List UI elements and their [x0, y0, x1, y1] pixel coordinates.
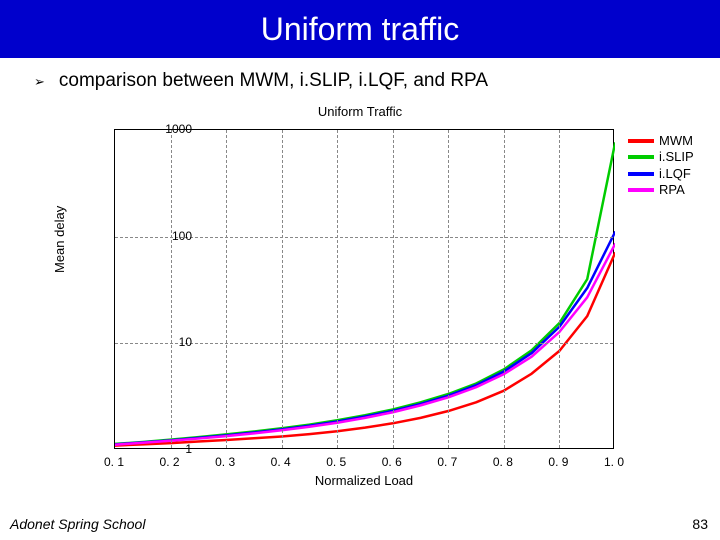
- x-tick-label: 0. 6: [382, 455, 402, 469]
- plot-area: [114, 129, 614, 449]
- y-tick-label: 1: [148, 442, 192, 456]
- chart: Mean delay Normalized Load MWMi.SLIPi.LQ…: [58, 123, 698, 483]
- bullet-text: comparison between MWM, i.SLIP, i.LQF, a…: [59, 70, 488, 92]
- series-line: [115, 143, 615, 444]
- title-bar: Uniform traffic: [0, 0, 720, 58]
- x-tick-label: 0. 1: [104, 455, 124, 469]
- legend-swatch: [628, 188, 654, 192]
- legend-item: i.LQF: [628, 166, 694, 182]
- series-line: [115, 253, 615, 445]
- legend-item: RPA: [628, 182, 694, 198]
- legend-label: i.SLIP: [659, 149, 694, 165]
- page-number: 83: [692, 516, 708, 532]
- legend-item: MWM: [628, 133, 694, 149]
- gridline-v: [282, 130, 283, 448]
- x-tick-label: 0. 4: [271, 455, 291, 469]
- x-tick-label: 0. 2: [160, 455, 180, 469]
- legend: MWMi.SLIPi.LQFRPA: [628, 133, 694, 198]
- legend-label: MWM: [659, 133, 693, 149]
- gridline-v: [448, 130, 449, 448]
- legend-swatch: [628, 139, 654, 143]
- gridline-v: [393, 130, 394, 448]
- legend-item: i.SLIP: [628, 149, 694, 165]
- y-tick-label: 1000: [148, 122, 192, 136]
- x-tick-label: 0. 8: [493, 455, 513, 469]
- series-lines: [115, 130, 615, 450]
- chevron-icon: ➢: [34, 75, 45, 88]
- x-axis-label: Normalized Load: [114, 473, 614, 488]
- x-tick-label: 0. 3: [215, 455, 235, 469]
- y-tick-label: 10: [148, 335, 192, 349]
- legend-swatch: [628, 172, 654, 176]
- bullet-row: ➢ comparison between MWM, i.SLIP, i.LQF,…: [0, 58, 720, 98]
- gridline-v: [559, 130, 560, 448]
- gridline-v: [171, 130, 172, 448]
- legend-label: RPA: [659, 182, 685, 198]
- legend-swatch: [628, 155, 654, 159]
- x-tick-label: 0. 9: [548, 455, 568, 469]
- footer-left: Adonet Spring School: [10, 516, 145, 532]
- chart-title: Uniform Traffic: [0, 104, 720, 119]
- x-tick-label: 0. 5: [326, 455, 346, 469]
- gridline-v: [504, 130, 505, 448]
- y-axis-label: Mean delay: [52, 206, 67, 273]
- y-tick-label: 100: [148, 229, 192, 243]
- x-tick-label: 0. 7: [437, 455, 457, 469]
- gridline-v: [337, 130, 338, 448]
- legend-label: i.LQF: [659, 166, 691, 182]
- slide: Uniform traffic ➢ comparison between MWM…: [0, 0, 720, 540]
- gridline-v: [226, 130, 227, 448]
- x-tick-label: 1. 0: [604, 455, 624, 469]
- slide-title: Uniform traffic: [261, 11, 460, 48]
